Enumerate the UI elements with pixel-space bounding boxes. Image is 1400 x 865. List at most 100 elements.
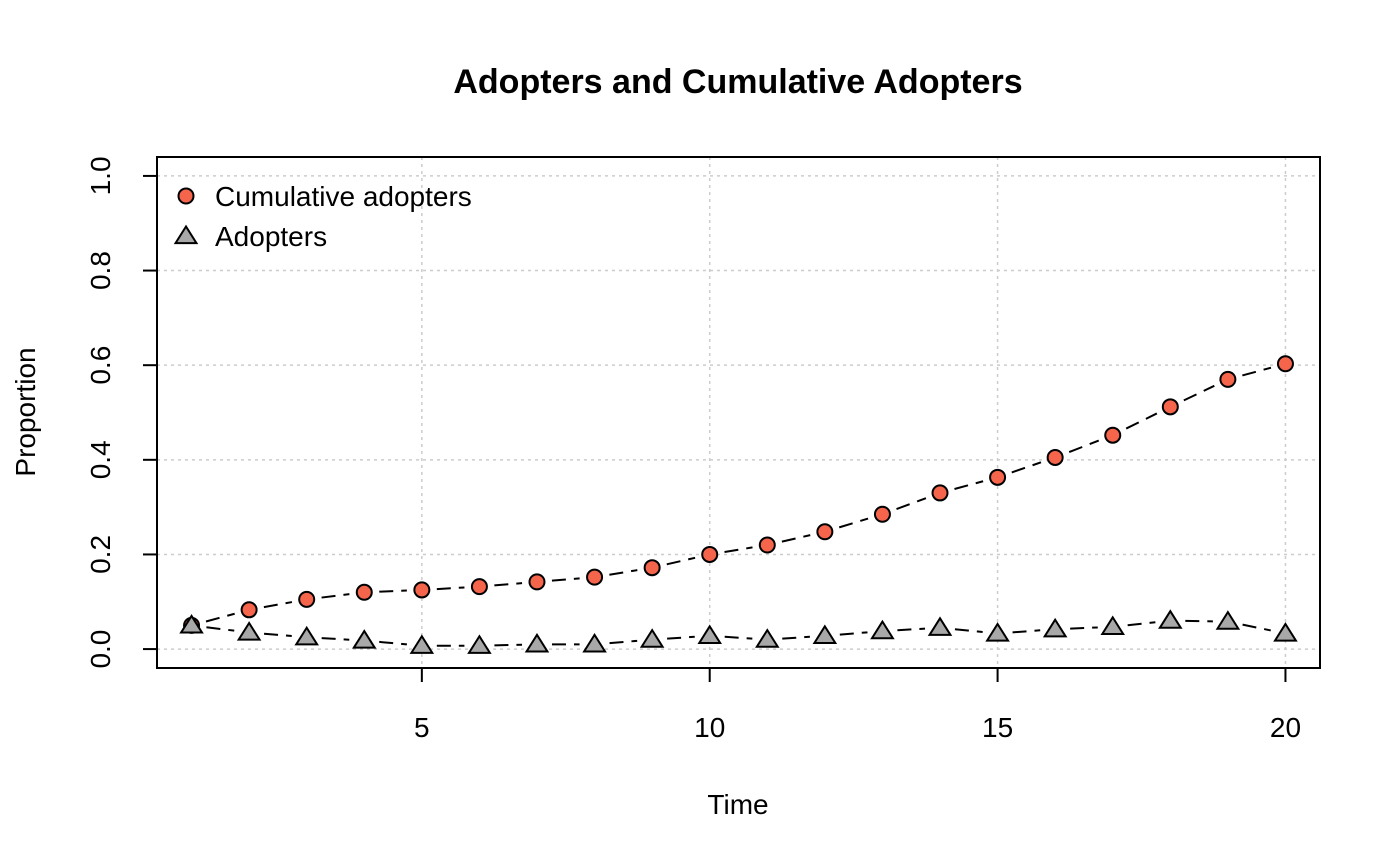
series-0-segment-8 bbox=[666, 556, 696, 566]
series-0-segment-9 bbox=[724, 546, 753, 553]
series-1-point-12 bbox=[870, 619, 895, 640]
series-1-segment-8 bbox=[667, 635, 695, 640]
series-0-point-14 bbox=[989, 468, 1007, 486]
legend-marker-0 bbox=[177, 187, 195, 205]
series-1-segment-12 bbox=[897, 627, 926, 632]
series-1-segment-5 bbox=[494, 643, 523, 647]
series-1-point-14 bbox=[985, 622, 1010, 642]
series-0-point-15 bbox=[1046, 448, 1064, 466]
series-1-segment-13 bbox=[954, 628, 983, 633]
series-1-point-8 bbox=[639, 628, 665, 648]
y-tick-label-0: 0.0 bbox=[85, 630, 116, 669]
series-0-point-6 bbox=[528, 573, 546, 591]
grid-lines bbox=[157, 157, 1320, 668]
x-axis-label: Time bbox=[707, 789, 768, 820]
series-0-segment-0 bbox=[205, 612, 235, 623]
series-1-point-1 bbox=[236, 621, 262, 641]
series-1-point-5 bbox=[467, 634, 492, 654]
series-1-segment-7 bbox=[609, 639, 638, 645]
series-0-segment-14 bbox=[1011, 461, 1042, 474]
series-1-point-0 bbox=[179, 614, 204, 634]
series-0-segment-16 bbox=[1125, 412, 1158, 430]
series-1 bbox=[179, 609, 1298, 654]
y-tick-label-1: 0.2 bbox=[85, 535, 116, 574]
series-0-point-12 bbox=[873, 505, 891, 523]
series-0-segment-12 bbox=[896, 497, 927, 510]
series-1-segment-9 bbox=[724, 635, 753, 640]
series-0-point-4 bbox=[413, 581, 431, 599]
x-tick-label-3: 20 bbox=[1270, 712, 1301, 743]
series-1-point-19 bbox=[1273, 622, 1298, 642]
series-1-point-13 bbox=[927, 616, 953, 636]
series-0-segment-10 bbox=[781, 534, 811, 543]
series-1-point-11 bbox=[812, 624, 838, 644]
series-0-point-18 bbox=[1219, 370, 1237, 388]
legend: Cumulative adopters Adopters bbox=[173, 181, 472, 252]
series-1-point-6 bbox=[524, 632, 550, 653]
series-1-point-2 bbox=[294, 625, 319, 646]
y-axis-label: Proportion bbox=[10, 347, 41, 476]
series-layer bbox=[179, 355, 1298, 654]
series-1-point-18 bbox=[1215, 610, 1241, 630]
series-1-point-7 bbox=[582, 632, 607, 653]
series-1-segment-18 bbox=[1242, 623, 1271, 632]
chart-title: Adopters and Cumulative Adopters bbox=[453, 63, 1022, 101]
x-tick-label-1: 10 bbox=[694, 712, 725, 743]
series-0-point-13 bbox=[931, 484, 949, 502]
y-tick-label-2: 0.4 bbox=[85, 440, 116, 479]
series-1-point-17 bbox=[1158, 609, 1183, 629]
legend-label-0: Cumulative adopters bbox=[215, 181, 472, 212]
y-axis: 0.0 0.2 0.4 0.6 0.8 1.0 bbox=[85, 156, 158, 669]
series-0-point-2 bbox=[298, 590, 316, 608]
series-1-segment-10 bbox=[782, 635, 810, 640]
y-tick-label-3: 0.6 bbox=[85, 346, 116, 385]
x-tick-label-2: 15 bbox=[982, 712, 1013, 743]
series-1-segment-15 bbox=[1070, 626, 1098, 630]
series-1-segment-3 bbox=[379, 640, 407, 646]
series-1-segment-16 bbox=[1127, 621, 1156, 627]
series-0 bbox=[183, 355, 1294, 634]
series-0-segment-5 bbox=[494, 582, 523, 587]
series-0-segment-6 bbox=[551, 577, 580, 582]
series-1-segment-0 bbox=[206, 626, 235, 632]
series-0-point-8 bbox=[643, 559, 661, 577]
series-0-segment-15 bbox=[1068, 439, 1100, 453]
series-0-segment-2 bbox=[321, 593, 350, 599]
series-0-segment-13 bbox=[954, 480, 984, 490]
series-0-point-9 bbox=[701, 545, 719, 563]
series-0-segment-1 bbox=[263, 601, 293, 609]
series-1-point-3 bbox=[352, 629, 377, 649]
series-0-point-10 bbox=[758, 536, 776, 554]
series-1-segment-11 bbox=[839, 631, 868, 636]
y-tick-label-4: 0.8 bbox=[85, 251, 116, 290]
series-0-segment-17 bbox=[1183, 384, 1215, 402]
series-0-point-17 bbox=[1161, 398, 1179, 416]
series-1-point-16 bbox=[1100, 615, 1125, 635]
series-1-segment-2 bbox=[321, 637, 350, 641]
x-tick-label-0: 5 bbox=[414, 712, 430, 743]
series-1-segment-14 bbox=[1012, 629, 1041, 634]
series-0-point-11 bbox=[816, 523, 834, 541]
legend-marker-1 bbox=[173, 224, 199, 245]
series-0-segment-4 bbox=[436, 586, 465, 591]
series-0-segment-18 bbox=[1242, 366, 1272, 377]
series-0-segment-7 bbox=[609, 569, 638, 576]
series-1-point-9 bbox=[697, 624, 722, 644]
legend-label-1: Adopters bbox=[215, 221, 327, 252]
series-1-point-10 bbox=[755, 628, 780, 648]
series-0-segment-3 bbox=[379, 589, 407, 593]
x-axis: 5 10 15 20 bbox=[414, 667, 1301, 743]
series-0-point-19 bbox=[1276, 355, 1294, 373]
series-0-point-7 bbox=[586, 568, 604, 586]
plot-frame bbox=[156, 156, 1321, 669]
series-1-point-4 bbox=[409, 634, 435, 654]
series-0-point-3 bbox=[355, 583, 373, 601]
series-1-point-15 bbox=[1042, 617, 1068, 638]
series-0-segment-11 bbox=[838, 517, 869, 529]
series-0-point-5 bbox=[470, 578, 488, 596]
series-0-point-16 bbox=[1104, 426, 1122, 444]
series-1-segment-1 bbox=[263, 632, 292, 638]
series-0-point-1 bbox=[240, 601, 258, 619]
y-tick-label-5: 1.0 bbox=[85, 156, 116, 195]
